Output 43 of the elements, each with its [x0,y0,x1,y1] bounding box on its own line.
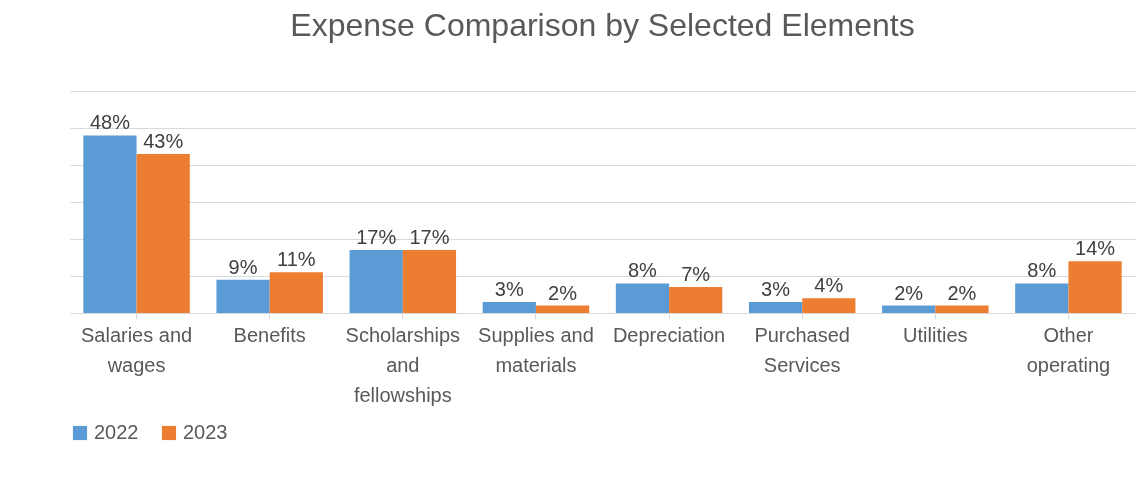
legend-label: 2022 [94,421,139,443]
legend-label: 2023 [183,421,228,443]
data-label: 8% [627,259,658,282]
x-tick-label: Other operating [1026,323,1111,376]
bar [402,250,457,313]
bar [1068,261,1122,313]
data-label: 17% [409,226,450,249]
bar [216,279,270,313]
x-tick-label: Scholarships and fellowships [345,323,461,406]
x-tick-label: Benefits [233,323,306,346]
bar [935,305,989,313]
bar [882,305,936,313]
bar [482,301,536,313]
data-label: 4% [814,274,844,297]
data-label: 9% [228,255,258,278]
data-label: 3% [494,277,524,300]
data-label: 3% [761,277,791,300]
bar [669,287,723,313]
data-label: 2% [947,281,977,304]
bar [349,250,403,313]
x-tick-label: Supplies and materials [478,323,594,376]
x-tick-label: Depreciation [612,323,726,346]
data-label: 2% [548,281,578,304]
bar [136,153,190,313]
data-label: 43% [143,129,184,152]
chart-title: Expense Comparison by Selected Elements [290,7,915,43]
bar [83,135,137,313]
data-label: 8% [1027,259,1057,282]
bar [1015,283,1069,313]
data-label: 11% [277,248,316,271]
bar [615,283,670,313]
data-label: 48% [89,111,131,134]
x-tick-label: Utilities [903,323,968,346]
bar [269,272,323,313]
bar [535,305,590,313]
data-label: 14% [1075,237,1116,260]
data-label: 17% [356,226,397,249]
data-label: 2% [894,281,924,304]
bar [802,298,856,313]
bar [748,301,803,313]
x-tick-label: Purchased Services [754,323,850,376]
data-label: 7% [681,263,711,286]
x-tick-label: Salaries and wages [80,323,193,376]
